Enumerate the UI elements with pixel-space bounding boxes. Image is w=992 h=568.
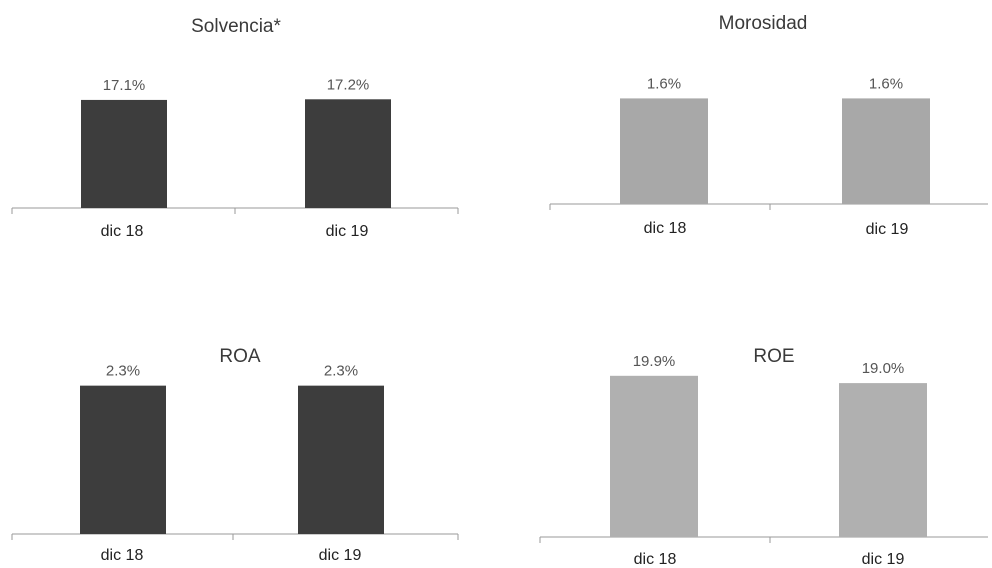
bar-dic-19	[305, 99, 391, 208]
category-label: dic 18	[644, 220, 687, 237]
category-label: dic 19	[326, 223, 369, 240]
bar-dic-18	[620, 98, 708, 204]
bar-dic-18	[81, 99, 167, 208]
category-label: dic 19	[862, 551, 905, 568]
bar-dic-19	[842, 98, 930, 204]
data-label: 19.9%	[633, 353, 676, 370]
data-label: 2.3%	[106, 363, 140, 380]
chart-solvencia: Solvencia* 17.1% 17.2% dic 18 dic 19	[11, 16, 459, 240]
category-label: dic 18	[634, 551, 677, 568]
data-label: 1.6%	[647, 75, 681, 92]
chart-title: ROA	[219, 346, 261, 367]
data-label: 17.1%	[103, 77, 146, 94]
data-label: 17.2%	[327, 76, 370, 93]
data-label: 2.3%	[324, 363, 358, 380]
data-label: 19.0%	[862, 360, 905, 377]
category-label: dic 19	[319, 547, 362, 564]
bar-dic-18	[610, 375, 698, 537]
chart-morosidad: Morosidad 1.6% 1.6% dic 18 dic 19	[549, 13, 988, 238]
chart-roe: ROE 19.9% 19.0% dic 18 dic 19	[539, 346, 988, 568]
chart-title: Solvencia*	[191, 16, 281, 37]
bar-dic-18	[80, 385, 166, 534]
category-label: dic 18	[101, 547, 144, 564]
chart-roa: ROA 2.3% 2.3% dic 18 dic 19	[11, 346, 459, 564]
data-label: 1.6%	[869, 75, 903, 92]
category-label: dic 19	[866, 221, 909, 238]
chart-title: ROE	[753, 346, 794, 367]
bar-dic-19	[298, 385, 384, 534]
chart-title: Morosidad	[719, 13, 808, 34]
category-label: dic 18	[101, 223, 144, 240]
bar-dic-19	[839, 383, 927, 537]
